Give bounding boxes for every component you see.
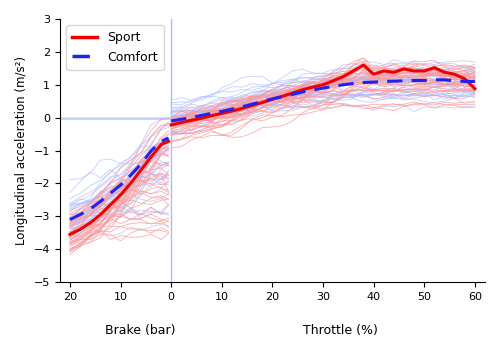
Text: Brake (bar): Brake (bar) bbox=[105, 324, 176, 337]
Y-axis label: Longitudinal acceleration (m/s²): Longitudinal acceleration (m/s²) bbox=[15, 56, 28, 245]
Text: Throttle (%): Throttle (%) bbox=[302, 324, 378, 337]
Legend: Sport, Comfort: Sport, Comfort bbox=[66, 25, 164, 70]
